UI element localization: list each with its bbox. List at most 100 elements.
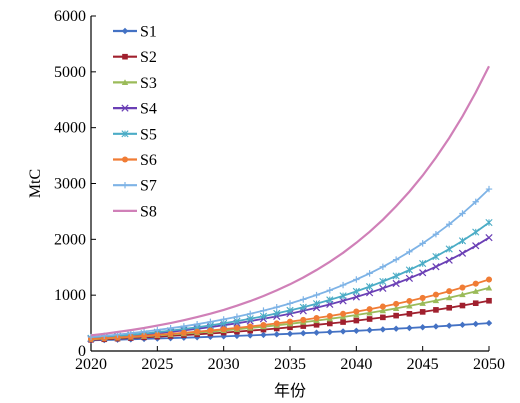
legend-label: S7 — [140, 178, 157, 195]
data-point — [379, 307, 387, 314]
legend-item-s3: S3 — [113, 75, 157, 92]
data-point — [313, 329, 320, 336]
data-point — [459, 210, 466, 217]
legend-label: S2 — [140, 49, 157, 66]
data-point — [154, 331, 161, 338]
data-point — [459, 321, 466, 329]
data-point — [260, 307, 267, 314]
data-point — [154, 326, 161, 334]
y-tick-label: 2000 — [54, 231, 86, 248]
data-point — [379, 326, 387, 333]
data-point — [273, 325, 280, 332]
data-point — [446, 294, 453, 301]
legend-label: S8 — [140, 203, 157, 220]
axes: 0 1000 2000 3000 4000 5000 6000 2020 2025 2030 203… — [27, 8, 505, 400]
data-point — [472, 242, 480, 250]
data-point — [406, 248, 413, 256]
legend-marker — [121, 182, 129, 189]
data-point — [340, 310, 347, 317]
legend-label: S1 — [140, 24, 157, 41]
data-point — [127, 333, 134, 340]
data-point — [352, 287, 360, 295]
data-point — [353, 317, 360, 324]
data-point — [326, 312, 333, 320]
data-point — [140, 328, 148, 335]
data-point — [300, 316, 307, 323]
data-point — [459, 291, 466, 298]
data-point — [379, 284, 387, 292]
legend-label: S3 — [140, 75, 157, 92]
data-point — [405, 266, 413, 274]
data-point — [300, 330, 307, 337]
data-point — [353, 308, 360, 315]
data-point — [472, 300, 479, 307]
data-point — [393, 300, 400, 307]
data-point — [392, 305, 400, 311]
series-s7 — [87, 185, 493, 341]
data-point — [233, 313, 241, 320]
data-point — [366, 309, 373, 316]
data-point — [458, 249, 467, 257]
legend-item-s2: S2 — [113, 49, 157, 66]
data-point — [445, 245, 453, 253]
legend-marker — [121, 130, 129, 138]
data-point — [300, 323, 307, 329]
data-point — [459, 284, 466, 291]
x-tick-label: 2020 — [75, 356, 107, 373]
data-point — [312, 300, 321, 308]
data-point — [433, 307, 439, 313]
data-point — [432, 231, 440, 238]
data-point — [392, 272, 400, 280]
data-point — [392, 325, 400, 332]
data-point — [180, 329, 187, 336]
data-point — [260, 326, 267, 333]
legend-marker — [121, 79, 129, 85]
data-point — [353, 311, 360, 318]
legend-item-s1: S1 — [113, 24, 157, 41]
data-point — [419, 240, 426, 247]
data-point — [273, 303, 280, 311]
data-point — [366, 306, 373, 313]
data-point — [287, 324, 293, 331]
data-point — [326, 328, 333, 336]
data-point — [419, 300, 426, 306]
data-point — [167, 325, 174, 332]
data-point — [472, 320, 479, 328]
data-point — [247, 327, 253, 334]
x-tick-label: 2050 — [473, 356, 505, 373]
legend-item-s6: S6 — [113, 152, 157, 169]
data-point — [393, 312, 399, 319]
data-point — [432, 263, 440, 271]
data-point — [326, 287, 333, 294]
data-point — [339, 328, 347, 335]
data-point — [380, 314, 386, 321]
data-point — [286, 330, 294, 337]
y-tick-label: 3000 — [54, 176, 86, 193]
x-tick-label: 2025 — [141, 356, 173, 373]
data-point — [193, 334, 201, 341]
data-point — [419, 294, 426, 301]
data-point — [379, 263, 387, 270]
data-point — [300, 296, 307, 303]
data-point — [392, 256, 400, 263]
data-point — [353, 276, 360, 283]
legend-item-s4: S4 — [113, 101, 157, 118]
data-point — [220, 326, 227, 333]
data-point — [167, 330, 174, 337]
data-point — [194, 328, 201, 335]
data-point — [405, 274, 414, 282]
y-axis-label: MtC — [27, 169, 44, 198]
data-point — [432, 252, 440, 261]
legend-marker — [121, 27, 129, 35]
data-point — [273, 309, 281, 317]
data-point — [446, 304, 452, 311]
series-s8 — [90, 65, 490, 337]
data-point — [485, 284, 493, 291]
legend-label: S4 — [140, 101, 157, 118]
y-tick-label: 6000 — [54, 8, 86, 25]
data-point — [406, 324, 413, 332]
data-point — [299, 303, 307, 311]
data-point — [286, 318, 294, 325]
legend-item-s5: S5 — [113, 126, 157, 143]
